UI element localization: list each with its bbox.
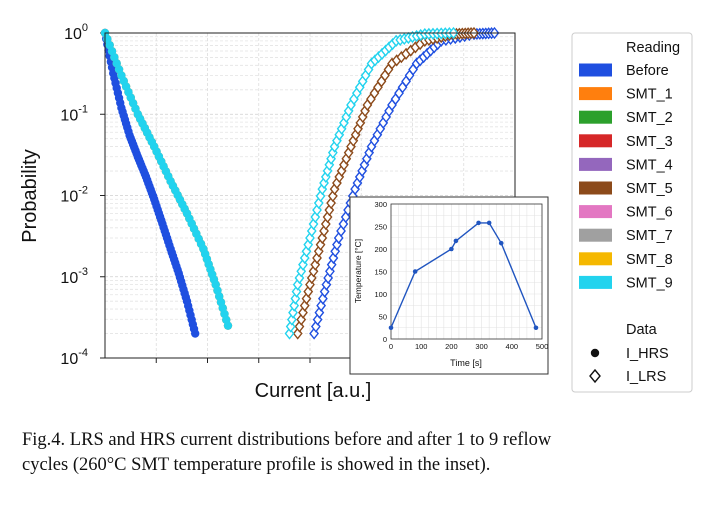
legend-swatch-smt_3 xyxy=(579,134,612,148)
caption-line-2: cycles (260°C SMT temperature profile is… xyxy=(22,455,491,475)
lrs-point-before xyxy=(319,285,330,298)
inset-x-axis: 0 100 200 300 400 500 xyxy=(389,342,548,351)
lrs-point-smt_9 xyxy=(286,313,297,326)
legend-label-smt_5: SMT_5 xyxy=(626,181,673,197)
legend-label-smt_1: SMT_1 xyxy=(626,87,673,103)
lrs-point-before xyxy=(328,251,339,265)
legend-label-smt_2: SMT_2 xyxy=(626,110,673,126)
lrs-point-smt_5 xyxy=(324,203,335,217)
lrs-point-smt_9 xyxy=(291,285,302,298)
legend-label-smt_7: SMT_7 xyxy=(626,228,673,244)
inset-y-tick-label: 100 xyxy=(374,290,387,299)
caption-line-1: Fig.4. LRS and HRS current distributions… xyxy=(22,430,552,450)
lrs-point-before xyxy=(316,299,327,312)
inset-x-tick-label: 100 xyxy=(415,342,428,351)
lrs-point-before xyxy=(309,327,319,340)
hrs-point-smt_9 xyxy=(223,321,233,330)
inset-plot-frame xyxy=(390,203,543,340)
inset-y-tick-label: 250 xyxy=(374,223,387,232)
main-y-axis: 10-4 10-3 10-2 10-1 100 xyxy=(60,22,105,368)
legend-swatch-smt_5 xyxy=(579,181,612,195)
legend-swatch-smt_1 xyxy=(579,87,612,101)
inset-y-tick-label: 200 xyxy=(374,245,387,254)
legend-data-label-i-lrs: I_LRS xyxy=(626,369,666,385)
lrs-point-smt_5 xyxy=(312,251,322,265)
inset-profile-point xyxy=(453,238,459,244)
inset-y-axis: 0 50 100 150 200 250 300 xyxy=(374,200,387,344)
lrs-point-smt_5 xyxy=(326,196,336,210)
legend: Reading Before SMT_1 SMT_2 SMT_3 SMT_4 SMT_5 S… xyxy=(571,32,693,393)
inset-x-tick-label: 400 xyxy=(506,342,519,351)
lrs-point-smt_9 xyxy=(313,196,324,210)
y-tick-label: 10-1 xyxy=(60,103,88,124)
inset-profile-line xyxy=(390,222,537,329)
main-y-label: Probability xyxy=(19,149,41,242)
lrs-point-smt_9 xyxy=(284,327,295,340)
legend-label-before: Before xyxy=(626,63,669,79)
legend-swatch-smt_9 xyxy=(579,275,612,289)
legend-swatch-smt_7 xyxy=(579,228,612,242)
figure-caption: Fig.4. LRS and HRS current distributions… xyxy=(22,428,702,478)
legend-data-title: Data xyxy=(626,322,658,338)
legend-swatch-before xyxy=(579,63,612,77)
lrs-point-before xyxy=(317,292,328,305)
lrs-point-smt_5 xyxy=(303,285,314,298)
hrs-point-before xyxy=(191,329,200,338)
legend-label-smt_8: SMT_8 xyxy=(626,252,673,268)
lrs-point-smt_5 xyxy=(313,245,324,258)
y-tick-label: 10-4 xyxy=(60,347,88,368)
lrs-point-smt_5 xyxy=(292,327,303,340)
legend-label-smt_6: SMT_6 xyxy=(626,205,673,221)
legend-swatch-smt_8 xyxy=(579,252,612,266)
lrs-point-before xyxy=(330,245,341,258)
legend-data-entries: I_HRS I_LRS xyxy=(589,346,669,385)
legend-entries: Before SMT_1 SMT_2 SMT_3 SMT_4 SMT_5 SMT_6 SMT_… xyxy=(579,63,673,291)
inset-profile-point xyxy=(533,325,539,331)
main-plot: 10-4 10-3 10-2 10-1 100 Probability Current … xyxy=(19,22,516,402)
y-tick-label: 10-2 xyxy=(60,185,88,206)
legend-swatch-smt_6 xyxy=(579,205,612,219)
lrs-point-smt_5 xyxy=(301,292,312,305)
lrs-point-smt_5 xyxy=(299,299,310,312)
inset-y-tick-label: 300 xyxy=(374,200,387,209)
main-x-label: Current [a.u.] xyxy=(255,380,372,402)
lrs-point-smt_9 xyxy=(312,203,322,217)
legend-swatch-smt_4 xyxy=(579,157,612,171)
inset: 0 50 100 150 200 250 300 0 100 200 300 400 500 Temp… xyxy=(349,196,549,375)
inset-y-tick-label: 0 xyxy=(383,335,387,344)
inset-x-tick-label: 0 xyxy=(389,342,393,351)
legend-marker-circle xyxy=(590,348,600,358)
inset-x-label: Time [s] xyxy=(450,358,482,368)
main-plot-frame xyxy=(104,32,516,359)
inset-profile-point xyxy=(476,220,481,226)
inset-profile-point xyxy=(412,269,418,274)
inset-profile-point xyxy=(388,325,394,331)
inset-x-tick-label: 200 xyxy=(445,342,458,351)
inset-x-tick-label: 300 xyxy=(475,342,488,351)
inset-profile-point xyxy=(449,246,454,252)
legend-label-smt_4: SMT_4 xyxy=(626,157,673,173)
legend-swatch-smt_2 xyxy=(579,110,612,124)
lrs-point-smt_9 xyxy=(299,251,310,265)
inset-series xyxy=(388,220,539,331)
legend-marker-diamond xyxy=(589,368,601,384)
inset-y-tick-label: 150 xyxy=(374,268,387,277)
inset-profile-point xyxy=(486,220,492,226)
legend-title: Reading xyxy=(626,40,680,56)
y-tick-label: 10-3 xyxy=(60,266,88,287)
legend-label-smt_3: SMT_3 xyxy=(626,134,673,150)
y-tick-label: 100 xyxy=(64,22,88,43)
inset-y-label: Temperature [°C] xyxy=(353,239,363,303)
inset-y-tick-label: 50 xyxy=(379,313,387,322)
legend-label-smt_9: SMT_9 xyxy=(626,275,673,291)
legend-data-label-i-hrs: I_HRS xyxy=(626,346,669,362)
lrs-point-smt_9 xyxy=(290,292,301,305)
inset-profile-point xyxy=(498,240,504,246)
inset-x-tick-label: 500 xyxy=(536,342,549,351)
main-series xyxy=(100,26,500,340)
